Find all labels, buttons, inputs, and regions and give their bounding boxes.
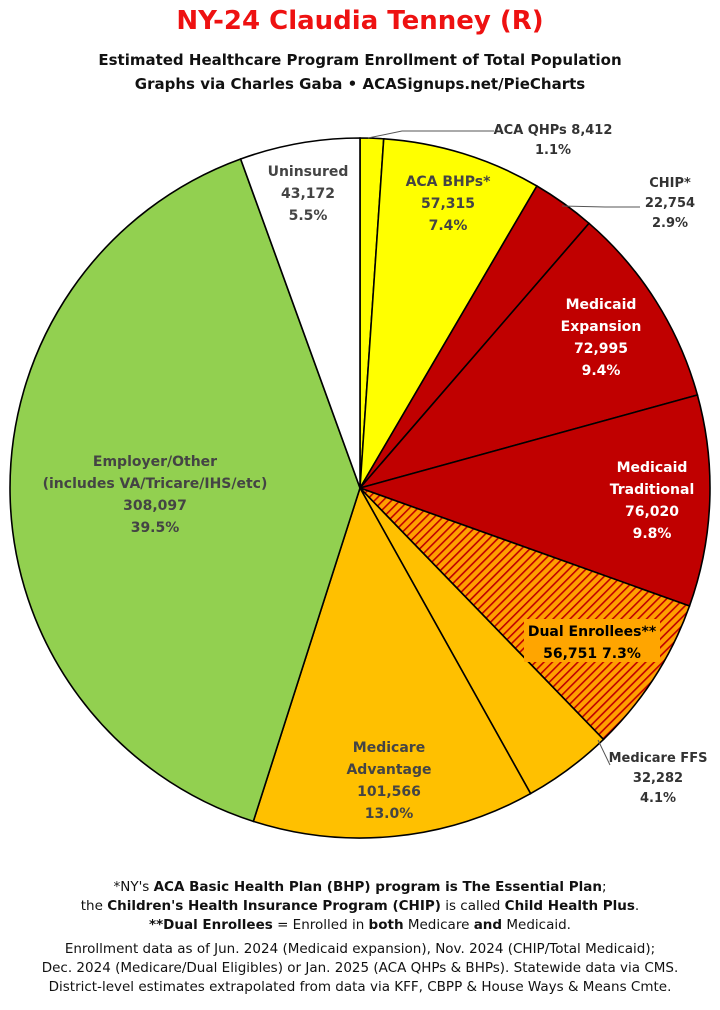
pie-slice-medicaid-expansion <box>357 222 699 490</box>
dual-enrollees-label-box <box>524 619 660 662</box>
source-line: Dec. 2024 (Medicare/Dual Eligibles) or J… <box>41 960 679 976</box>
label-aca-bhps-line: ACA BHPs* <box>406 174 492 190</box>
label-medicare-ffs-line: 32,282 <box>633 771 683 786</box>
label-dual-enrollees-line: Dual Enrollees** <box>528 624 657 640</box>
label-medicaid-traditional-line: 76,020 <box>625 504 679 520</box>
footnote-line: **Dual Enrollees = Enrolled in both Medi… <box>149 917 571 933</box>
label-medicare-ffs: Medicare FFS 32,282 4.1% <box>609 751 708 806</box>
label-aca-bhps-line: 7.4% <box>429 218 468 234</box>
label-dual-enrollees: Dual Enrollees** 56,751 7.3% <box>528 624 657 662</box>
source-notes: Enrollment data as of Jun. 2024 (Medicai… <box>0 940 720 997</box>
label-uninsured-line: 43,172 <box>281 186 335 202</box>
pie-slice-medicare-advantage <box>252 486 532 839</box>
label-medicare-ffs-line: Medicare FFS <box>609 751 708 766</box>
leader-line-aca-qhps <box>367 130 494 139</box>
label-aca-bhps: ACA BHPs* 57,315 7.4% <box>406 174 492 234</box>
label-medicaid-expansion-line: 72,995 <box>574 341 628 357</box>
label-employer-other-line: 39.5% <box>131 520 180 536</box>
label-medicare-ffs-line: 4.1% <box>640 791 676 806</box>
pie-slice-aca-bhps <box>359 137 538 489</box>
label-aca-bhps-line: 57,315 <box>421 196 475 212</box>
label-employer-other-line: 308,097 <box>123 498 187 514</box>
label-chip-line: 2.9% <box>652 216 688 231</box>
leader-line-medicare-ffs <box>597 739 611 766</box>
chart-subtitle: Estimated Healthcare Program Enrollment … <box>98 51 622 69</box>
pie-slice-dual-enrollees <box>359 487 691 741</box>
chart-credit: Graphs via Charles Gaba • ACASignups.net… <box>134 75 586 93</box>
label-medicaid-traditional-line: 9.8% <box>633 526 672 542</box>
pie-slice-medicaid-traditional <box>357 394 711 608</box>
label-medicaid-expansion-line: 9.4% <box>582 363 621 379</box>
pie-slice-uninsured <box>239 137 361 489</box>
leader-line-chip <box>561 205 640 208</box>
label-medicaid-expansion-line: Expansion <box>561 319 642 335</box>
source-line: Enrollment data as of Jun. 2024 (Medicai… <box>64 941 656 957</box>
label-uninsured-line: Uninsured <box>268 164 349 180</box>
label-chip-line: CHIP* <box>649 176 691 191</box>
label-medicare-advantage: Medicare Advantage 101,566 13.0% <box>346 740 431 822</box>
label-aca-qhps: ACA QHPs 8,412 1.1% <box>494 123 613 158</box>
label-employer-other: Employer/Other (includes VA/Tricare/IHS/e… <box>43 454 268 536</box>
source-line: District-level estimates extrapolated fr… <box>48 979 672 995</box>
label-medicaid-traditional: Medicaid Traditional 76,020 9.8% <box>610 460 695 542</box>
label-dual-enrollees-line: 56,751 7.3% <box>543 646 641 662</box>
label-medicaid-expansion: Medicaid Expansion 72,995 9.4% <box>561 297 642 379</box>
pie-slice-employer-other-includes-va-tricare-ihs-etc <box>9 157 361 823</box>
footnote-line: *NY's ACA Basic Health Plan (BHP) progra… <box>113 879 607 895</box>
label-medicaid-expansion-line: Medicaid <box>566 297 637 313</box>
label-medicare-advantage-line: 13.0% <box>365 806 414 822</box>
label-chip: CHIP* 22,754 2.9% <box>645 176 695 231</box>
chart-title: NY-24 Claudia Tenney (R) <box>176 6 544 36</box>
footnote-line: the Children's Health Insurance Program … <box>80 898 640 914</box>
label-aca-qhps-line: 1.1% <box>535 143 571 158</box>
footnote-block: *NY's ACA Basic Health Plan (BHP) progra… <box>0 878 720 935</box>
label-medicare-advantage-line: Advantage <box>346 762 431 778</box>
label-medicare-advantage-line: Medicare <box>353 740 425 756</box>
label-medicaid-traditional-line: Traditional <box>610 482 695 498</box>
label-aca-qhps-line: ACA QHPs 8,412 <box>494 123 613 138</box>
label-uninsured-line: 5.5% <box>289 208 328 224</box>
label-uninsured: Uninsured 43,172 5.5% <box>268 164 349 224</box>
pie-chart: ACA QHPs 8,412 1.1% ACA BHPs* 57,315 7.4% CHI… <box>9 123 711 839</box>
label-medicare-advantage-line: 101,566 <box>357 784 421 800</box>
label-chip-line: 22,754 <box>645 196 695 211</box>
label-employer-other-line: (includes VA/Tricare/IHS/etc) <box>43 476 268 492</box>
label-employer-other-line: Employer/Other <box>93 454 217 470</box>
label-medicaid-traditional-line: Medicaid <box>617 460 688 476</box>
